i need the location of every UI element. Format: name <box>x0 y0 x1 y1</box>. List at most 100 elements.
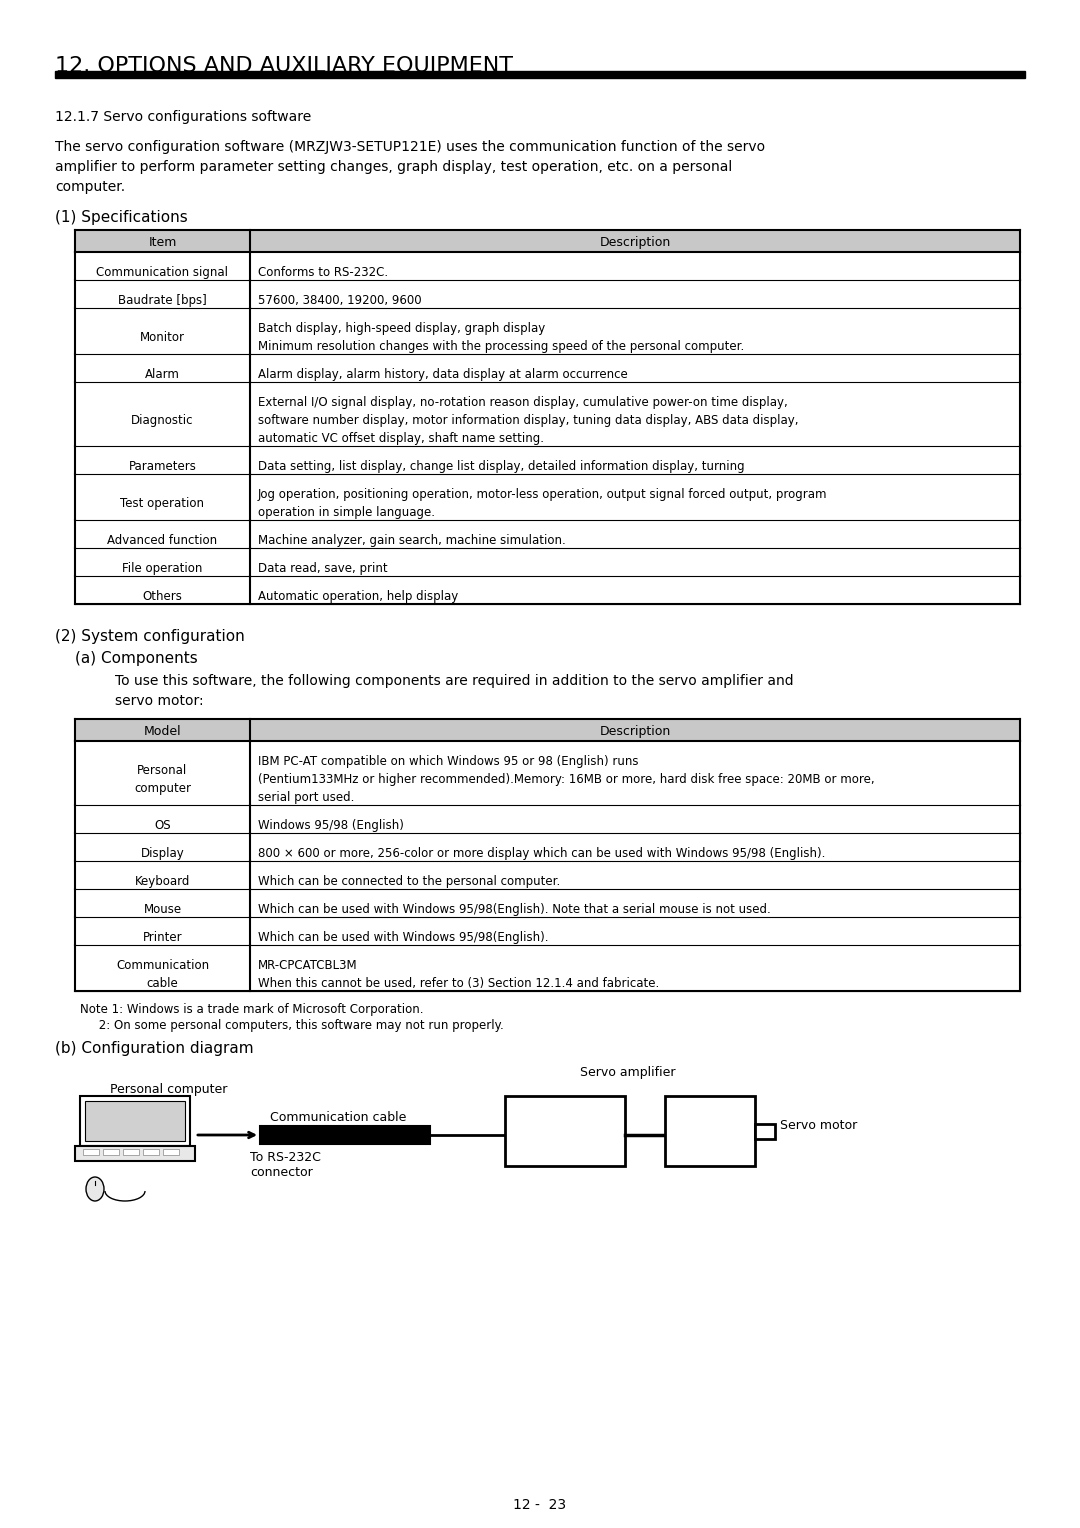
Bar <box>80 1096 190 1146</box>
Text: Note 1: Windows is a trade mark of Microsoft Corporation.: Note 1: Windows is a trade mark of Micro… <box>80 1002 423 1016</box>
Bar <box>75 549 1020 576</box>
Bar <box>103 1149 119 1155</box>
Text: Which can be used with Windows 95/98(English). Note that a serial mouse is not u: Which can be used with Windows 95/98(Eng… <box>258 903 771 915</box>
Text: Automatic operation, help display: Automatic operation, help display <box>258 590 458 604</box>
Text: connector: connector <box>249 1166 313 1180</box>
Text: Model: Model <box>144 724 181 738</box>
Text: IBM PC-AT compatible on which Windows 95 or 98 (English) runs: IBM PC-AT compatible on which Windows 95… <box>258 755 638 769</box>
Text: 57600, 38400, 19200, 9600: 57600, 38400, 19200, 9600 <box>258 293 421 307</box>
Text: (1) Specifications: (1) Specifications <box>55 209 188 225</box>
Bar <box>75 917 1020 944</box>
Bar <box>75 520 1020 549</box>
Text: Description: Description <box>599 235 671 249</box>
Bar <box>143 1149 159 1155</box>
Bar <box>755 1125 775 1138</box>
Text: CN3: CN3 <box>513 1151 539 1164</box>
Text: Servo motor: Servo motor <box>780 1118 858 1132</box>
Text: Data read, save, print: Data read, save, print <box>258 562 388 575</box>
Text: Mouse: Mouse <box>144 903 181 915</box>
Text: To use this software, the following components are required in addition to the s: To use this software, the following comp… <box>114 674 794 688</box>
Bar <box>260 1126 430 1144</box>
Text: serial port used.: serial port used. <box>258 792 354 804</box>
Text: Which can be connected to the personal computer.: Which can be connected to the personal c… <box>258 876 561 888</box>
Text: operation in simple language.: operation in simple language. <box>258 506 435 520</box>
Text: Conforms to RS-232C.: Conforms to RS-232C. <box>258 266 388 280</box>
Bar <box>75 231 1020 252</box>
Text: (2) System configuration: (2) System configuration <box>55 630 245 643</box>
Text: Baudrate [bps]: Baudrate [bps] <box>118 293 207 307</box>
Text: Minimum resolution changes with the processing speed of the personal computer.: Minimum resolution changes with the proc… <box>258 341 744 353</box>
Bar <box>83 1149 99 1155</box>
Text: Communication: Communication <box>116 960 210 972</box>
Bar <box>75 805 1020 833</box>
Text: (a) Components: (a) Components <box>75 651 198 666</box>
Text: Others: Others <box>143 590 183 604</box>
Text: Personal: Personal <box>137 764 188 778</box>
Text: 12. OPTIONS AND AUXILIARY EQUIPMENT: 12. OPTIONS AND AUXILIARY EQUIPMENT <box>55 55 513 75</box>
Ellipse shape <box>86 1177 104 1201</box>
Text: Description: Description <box>599 724 671 738</box>
Text: Windows 95/98 (English): Windows 95/98 (English) <box>258 819 404 833</box>
Text: computer.: computer. <box>55 180 125 194</box>
Text: Communication cable: Communication cable <box>270 1111 406 1125</box>
Text: amplifier to perform parameter setting changes, graph display, test operation, e: amplifier to perform parameter setting c… <box>55 160 732 174</box>
Text: Alarm display, alarm history, data display at alarm occurrence: Alarm display, alarm history, data displ… <box>258 368 627 380</box>
Text: Parameters: Parameters <box>129 460 197 474</box>
Text: 2: On some personal computers, this software may not run properly.: 2: On some personal computers, this soft… <box>80 1019 503 1031</box>
Text: OS: OS <box>154 819 171 833</box>
Text: When this cannot be used, refer to (3) Section 12.1.4 and fabricate.: When this cannot be used, refer to (3) S… <box>258 976 659 990</box>
Bar <box>75 576 1020 604</box>
Text: Data setting, list display, change list display, detailed information display, t: Data setting, list display, change list … <box>258 460 744 474</box>
Text: Printer: Printer <box>143 931 183 944</box>
Bar <box>75 252 1020 280</box>
Text: computer: computer <box>134 782 191 795</box>
Text: CN2: CN2 <box>595 1151 621 1164</box>
Text: cable: cable <box>147 976 178 990</box>
Bar <box>75 354 1020 382</box>
Bar <box>123 1149 139 1155</box>
Text: File operation: File operation <box>122 562 203 575</box>
Text: To RS-232C: To RS-232C <box>249 1151 321 1164</box>
Bar <box>75 944 1020 992</box>
Bar <box>75 474 1020 520</box>
Text: Personal computer: Personal computer <box>110 1083 228 1096</box>
Text: The servo configuration software (MRZJW3-SETUP121E) uses the communication funct: The servo configuration software (MRZJW3… <box>55 141 765 154</box>
Text: Diagnostic: Diagnostic <box>132 414 193 426</box>
Text: servo motor:: servo motor: <box>114 694 204 707</box>
Bar <box>75 889 1020 917</box>
Text: 12.1.7 Servo configurations software: 12.1.7 Servo configurations software <box>55 110 311 124</box>
Bar <box>75 720 1020 741</box>
Bar <box>75 309 1020 354</box>
Bar <box>75 280 1020 309</box>
Text: (b) Configuration diagram: (b) Configuration diagram <box>55 1041 254 1056</box>
Text: Item: Item <box>148 235 177 249</box>
Bar <box>75 446 1020 474</box>
Text: 12 -  23: 12 - 23 <box>513 1497 567 1513</box>
Text: Alarm: Alarm <box>145 368 180 380</box>
Bar <box>55 70 1025 78</box>
Text: Communication signal: Communication signal <box>96 266 229 280</box>
Text: Machine analyzer, gain search, machine simulation.: Machine analyzer, gain search, machine s… <box>258 533 566 547</box>
Bar <box>75 1146 195 1161</box>
Bar <box>75 741 1020 805</box>
Text: Test operation: Test operation <box>121 497 204 510</box>
Bar <box>85 1102 185 1141</box>
Text: Display: Display <box>140 847 185 860</box>
Bar <box>163 1149 179 1155</box>
Text: MR-CPCATCBL3M: MR-CPCATCBL3M <box>258 960 357 972</box>
Bar <box>75 382 1020 446</box>
Text: Advanced function: Advanced function <box>107 533 217 547</box>
Text: software number display, motor information display, tuning data display, ABS dat: software number display, motor informati… <box>258 414 798 426</box>
Text: automatic VC offset display, shaft name setting.: automatic VC offset display, shaft name … <box>258 432 544 445</box>
Text: Which can be used with Windows 95/98(English).: Which can be used with Windows 95/98(Eng… <box>258 931 549 944</box>
Text: Keyboard: Keyboard <box>135 876 190 888</box>
Text: Batch display, high-speed display, graph display: Batch display, high-speed display, graph… <box>258 322 545 335</box>
Text: Servo amplifier: Servo amplifier <box>580 1067 675 1079</box>
Bar <box>505 1096 625 1166</box>
Text: Jog operation, positioning operation, motor-less operation, output signal forced: Jog operation, positioning operation, mo… <box>258 487 827 501</box>
Bar <box>665 1096 755 1166</box>
Text: External I/O signal display, no-rotation reason display, cumulative power-on tim: External I/O signal display, no-rotation… <box>258 396 787 410</box>
Text: 800 × 600 or more, 256-color or more display which can be used with Windows 95/9: 800 × 600 or more, 256-color or more dis… <box>258 847 825 860</box>
Text: Monitor: Monitor <box>140 332 185 344</box>
Bar <box>75 860 1020 889</box>
